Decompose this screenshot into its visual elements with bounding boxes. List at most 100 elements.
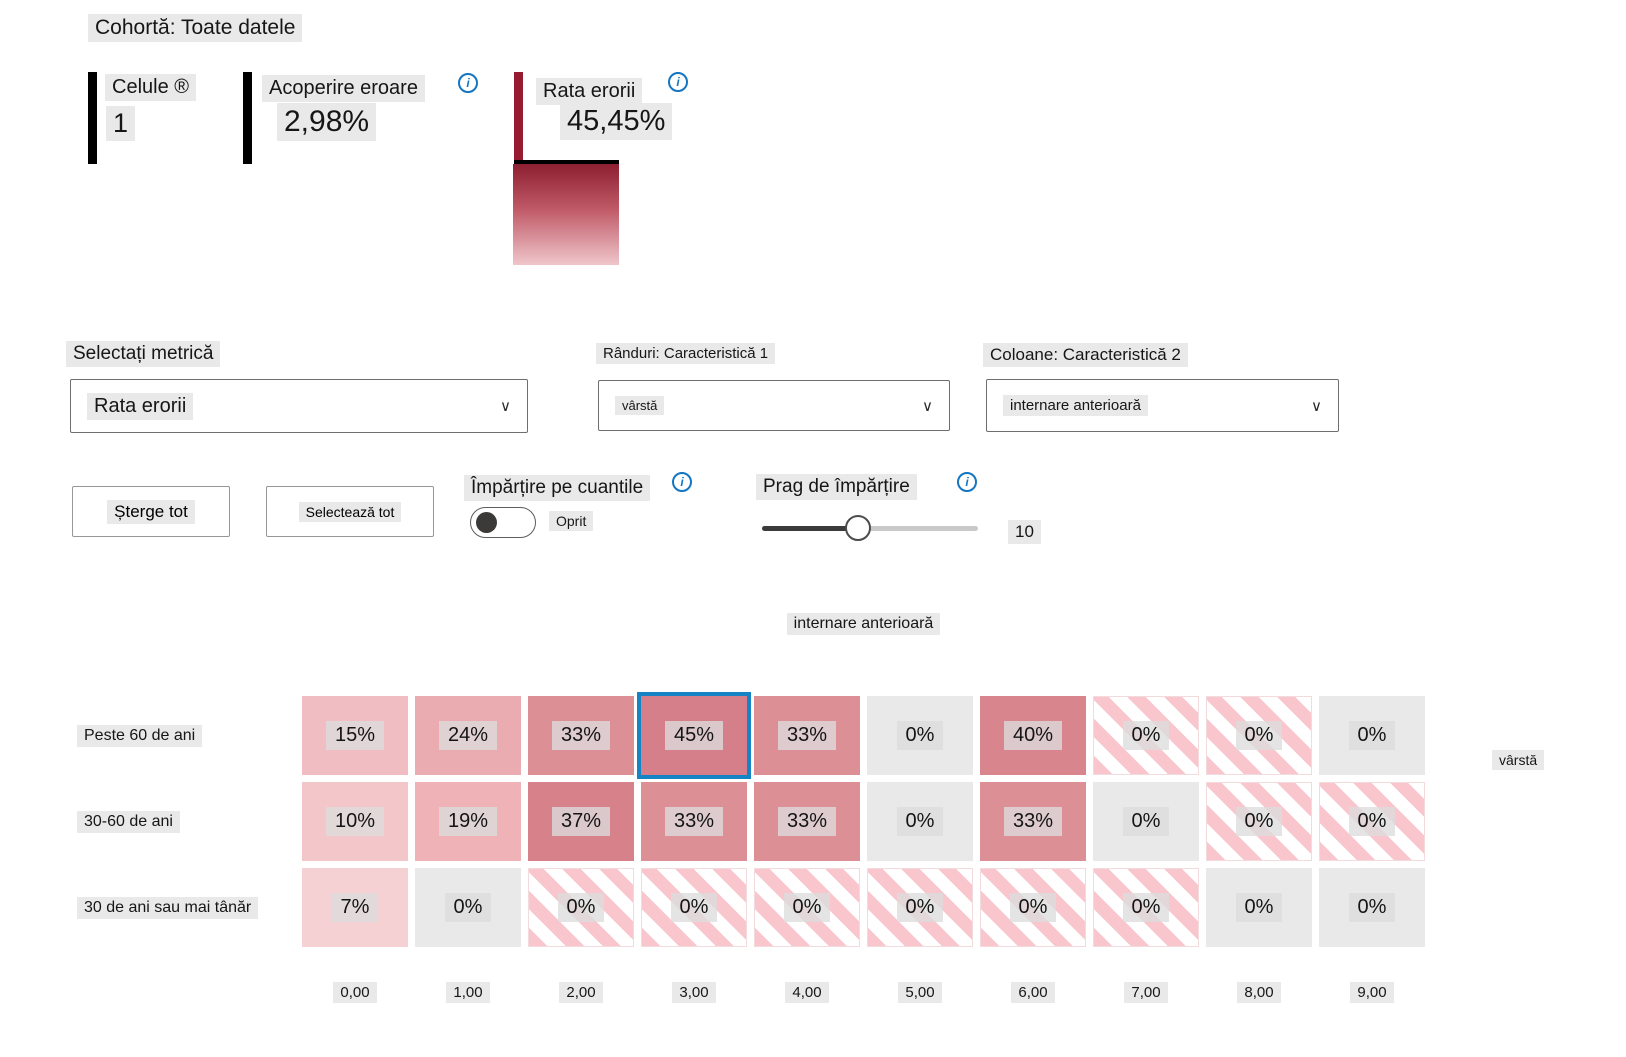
error-rate-info-icon[interactable]: i <box>668 72 688 92</box>
heatmap-cell[interactable]: 0% <box>1319 696 1425 775</box>
selected-node-top-edge <box>514 160 619 164</box>
heatmap-cell[interactable]: 0% <box>415 868 521 947</box>
binning-threshold-label: Prag de împărțire <box>756 474 917 500</box>
heatmap-col-tick: 5,00 <box>898 982 942 1003</box>
heatmap-cell[interactable]: 40% <box>980 696 1086 775</box>
metric-select-label: Selectați metrică <box>66 341 221 367</box>
error-coverage-info-icon[interactable]: i <box>458 73 478 93</box>
quantile-binning-toggle[interactable] <box>470 507 536 538</box>
heatmap-cell[interactable]: 0% <box>1206 868 1312 947</box>
binning-threshold-info-icon[interactable]: i <box>957 472 977 492</box>
heatmap-row-label: Peste 60 de ani <box>77 724 203 747</box>
heatmap-cell[interactable]: 0% <box>754 868 860 947</box>
heatmap-cell[interactable]: 33% <box>528 696 634 775</box>
heatmap-cell-value: 33% <box>1003 807 1063 836</box>
heatmap-cell[interactable]: 0% <box>1093 782 1199 861</box>
heatmap-cell-value: 0% <box>1122 893 1170 922</box>
rows-feature-value: vârstă <box>615 396 665 415</box>
heatmap-cell-value: 24% <box>438 721 498 750</box>
heatmap-cell-value: 33% <box>777 807 837 836</box>
slider-fill <box>762 526 860 531</box>
heatmap-cell-value: 19% <box>438 807 498 836</box>
error-rate-value: 45,45% <box>560 103 673 140</box>
metric-select[interactable]: Rata erorii ∨ <box>70 379 528 433</box>
binning-threshold-slider-handle[interactable] <box>845 515 871 541</box>
chevron-down-icon: ∨ <box>922 397 933 415</box>
heatmap-cell-value: 0% <box>896 721 944 750</box>
heatmap-row-label: 30 de ani sau mai tânăr <box>77 896 259 919</box>
heatmap-cell[interactable]: 0% <box>528 868 634 947</box>
error-coverage-label: Acoperire eroare <box>262 75 425 102</box>
heatmap-cell[interactable]: 0% <box>1206 696 1312 775</box>
heatmap-cell-value: 0% <box>896 807 944 836</box>
error-rate-stat-bar <box>514 72 523 163</box>
selected-node-gradient <box>513 164 619 265</box>
heatmap-row-label: 30-60 de ani <box>77 810 180 833</box>
cells-stat-value: 1 <box>106 106 136 141</box>
heatmap-col-tick: 9,00 <box>1350 982 1394 1003</box>
heatmap-cell[interactable]: 33% <box>754 782 860 861</box>
column-axis-title: internare anterioară <box>302 613 1425 635</box>
rows-feature-select[interactable]: vârstă ∨ <box>598 380 950 431</box>
cells-stat-label: Celule ® <box>105 74 196 101</box>
cols-feature-select[interactable]: internare anterioară ∨ <box>986 379 1339 432</box>
heatmap-cell-value: 33% <box>777 721 837 750</box>
heatmap-cell[interactable]: 33% <box>641 782 747 861</box>
heatmap-cell[interactable]: 37% <box>528 782 634 861</box>
heatmap-cell[interactable]: 0% <box>1319 782 1425 861</box>
heatmap-cell-value: 0% <box>1348 893 1396 922</box>
quantile-binning-label: Împărțire pe cuantile <box>464 475 651 501</box>
heatmap-cell[interactable]: 33% <box>754 696 860 775</box>
heatmap-col-tick: 1,00 <box>446 982 490 1003</box>
error-coverage-value: 2,98% <box>277 103 377 141</box>
chevron-down-icon: ∨ <box>1311 397 1322 415</box>
heatmap-cell[interactable]: 7% <box>302 868 408 947</box>
cells-stat-bar <box>88 72 97 164</box>
heatmap-cell[interactable]: 0% <box>641 868 747 947</box>
heatmap-cell-value: 0% <box>896 893 944 922</box>
error-rate-label: Rata erorii <box>536 78 643 105</box>
heatmap-cell[interactable]: 0% <box>867 868 973 947</box>
heatmap-cell-value: 0% <box>670 893 718 922</box>
heatmap-cell-value: 10% <box>325 807 385 836</box>
heatmap-row-labels: Peste 60 de ani 30-60 de ani 30 de ani sau… <box>70 696 302 947</box>
heatmap-col-ticks: 0,00 1,00 2,00 3,00 4,00 5,00 6,00 7,00 8,00 9,00 <box>302 982 1425 1003</box>
heatmap-cell[interactable]: 19% <box>415 782 521 861</box>
quantile-binning-state-label: Oprit <box>549 511 594 531</box>
heatmap-cell[interactable]: 0% <box>1206 782 1312 861</box>
heatmap-cell-value: 37% <box>551 807 611 836</box>
clear-all-button-label: Șterge tot <box>107 499 195 524</box>
heatmap-cell[interactable]: 0% <box>1093 696 1199 775</box>
quantile-binning-info-icon[interactable]: i <box>672 472 692 492</box>
binning-threshold-value: 10 <box>1008 520 1041 544</box>
heatmap-grid: 15% 24% 33% 45% 33% 0% 40% 0% 0% 0% 10% 19% 37% 33% 33… <box>302 692 1425 947</box>
heatmap-cell[interactable]: 0% <box>980 868 1086 947</box>
select-all-button[interactable]: Selectează tot <box>266 486 434 537</box>
heatmap-col-tick: 6,00 <box>1011 982 1055 1003</box>
heatmap-col-tick: 0,00 <box>333 982 377 1003</box>
heatmap-cell[interactable]: 0% <box>1093 868 1199 947</box>
heatmap-cell[interactable]: 0% <box>867 782 973 861</box>
heatmap-cell-value: 7% <box>331 893 379 922</box>
clear-all-button[interactable]: Șterge tot <box>72 486 230 537</box>
heatmap-col-tick: 7,00 <box>1124 982 1168 1003</box>
heatmap-cell-value: 40% <box>1003 721 1063 750</box>
heatmap-cell[interactable]: 15% <box>302 696 408 775</box>
heatmap-cell-value: 15% <box>325 721 385 750</box>
heatmap-cell[interactable]: 33% <box>980 782 1086 861</box>
heatmap-cell[interactable]: 24% <box>415 696 521 775</box>
error-coverage-stat-bar <box>243 72 252 164</box>
heatmap-cell[interactable]: 0% <box>867 696 973 775</box>
heatmap-cell-value: 33% <box>551 721 611 750</box>
heatmap-cell-value: 0% <box>1122 807 1170 836</box>
heatmap-cell[interactable]: 10% <box>302 782 408 861</box>
metric-select-value: Rata erorii <box>87 392 194 420</box>
heatmap-cell-value: 0% <box>783 893 831 922</box>
heatmap-cell-value: 0% <box>1348 721 1396 750</box>
heatmap-cell-selected[interactable]: 45% <box>637 692 751 779</box>
heatmap-cell[interactable]: 0% <box>1319 868 1425 947</box>
heatmap-cell-value: 0% <box>1235 807 1283 836</box>
cols-feature-value: internare anterioară <box>1003 395 1148 416</box>
heatmap-cell-value: 0% <box>557 893 605 922</box>
